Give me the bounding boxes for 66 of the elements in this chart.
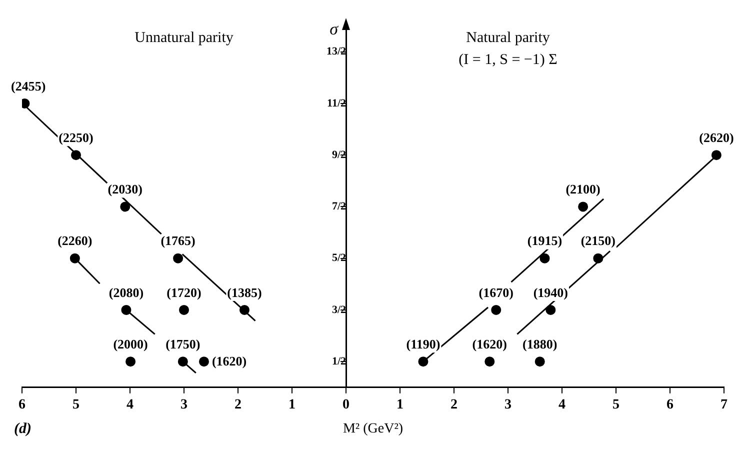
annotation: (1670) bbox=[478, 284, 514, 300]
point bbox=[540, 253, 550, 264]
point bbox=[418, 356, 428, 367]
annotation: (1940) bbox=[533, 284, 568, 300]
y-tick-label: 5/2 bbox=[332, 252, 346, 264]
point bbox=[178, 356, 188, 367]
x-tick-label: 3 bbox=[504, 397, 512, 412]
x-tick-label: 6 bbox=[18, 397, 26, 412]
annotation: (1765) bbox=[160, 233, 196, 248]
point bbox=[711, 150, 722, 160]
x-tick-label: 7 bbox=[720, 397, 728, 412]
point bbox=[593, 253, 604, 264]
annotation: (1915) bbox=[527, 233, 562, 248]
annotation: (2080) bbox=[108, 284, 144, 300]
y-tick-label: 1/2 bbox=[332, 355, 346, 368]
annotation: (2455) bbox=[11, 78, 46, 94]
annotation: (1880) bbox=[522, 336, 558, 352]
annotation: (1750) bbox=[166, 336, 200, 352]
annotation: (I = 1, S = −1) Σ bbox=[458, 52, 558, 68]
y-tick-label: 3/2 bbox=[332, 304, 346, 316]
annotation: (2030) bbox=[108, 182, 142, 197]
point bbox=[239, 304, 250, 315]
point bbox=[173, 253, 184, 264]
point bbox=[71, 150, 81, 160]
annotation: (1190) bbox=[406, 336, 440, 352]
x-tick-label: 4 bbox=[126, 397, 134, 412]
x-tick-label: 5 bbox=[72, 397, 80, 412]
x-tick-label: 1 bbox=[396, 397, 404, 412]
y-axis-title: σ bbox=[330, 19, 339, 38]
x-tick-label: 4 bbox=[558, 397, 566, 412]
text: (d) bbox=[14, 420, 32, 437]
annotation: Unnatural parity bbox=[134, 30, 234, 46]
y-tick-label: 13/2 bbox=[326, 46, 346, 58]
annotation: (1385) bbox=[227, 284, 262, 300]
x-tick-label: 0 bbox=[342, 397, 350, 412]
x-axis-title: M² (GeV²) bbox=[342, 421, 404, 436]
annotation: (2000) bbox=[113, 336, 148, 352]
x-tick-label: 1 bbox=[288, 397, 296, 412]
x-tick-label: 2 bbox=[234, 397, 242, 412]
x-tick-label: 2 bbox=[450, 397, 458, 412]
annotation: (2260) bbox=[58, 233, 92, 248]
y-tick-label: 7/2 bbox=[332, 200, 346, 213]
point bbox=[484, 356, 495, 367]
annotation: (2250) bbox=[58, 130, 94, 145]
annotation: (1620) bbox=[212, 353, 247, 368]
annotation: (1620) bbox=[472, 336, 507, 352]
point bbox=[179, 304, 189, 315]
point bbox=[126, 356, 136, 367]
x-tick-label: 3 bbox=[180, 397, 188, 412]
y-tick-label: 11/2 bbox=[327, 97, 346, 110]
annotation: Natural parity bbox=[466, 30, 550, 46]
point bbox=[491, 304, 502, 315]
x-tick-label: 5 bbox=[612, 397, 620, 412]
point bbox=[578, 202, 588, 212]
x-tick-label: 6 bbox=[666, 397, 674, 412]
point bbox=[121, 304, 132, 315]
point bbox=[534, 356, 545, 367]
y-tick-label: 9/2 bbox=[332, 148, 346, 161]
annotation: (2620) bbox=[699, 130, 734, 145]
annotation: (2150) bbox=[580, 233, 616, 248]
point bbox=[546, 304, 556, 315]
point bbox=[198, 356, 209, 367]
annotation: (2100) bbox=[566, 182, 600, 197]
point bbox=[120, 202, 130, 212]
point bbox=[70, 253, 80, 264]
annotation: (1720) bbox=[166, 284, 202, 300]
